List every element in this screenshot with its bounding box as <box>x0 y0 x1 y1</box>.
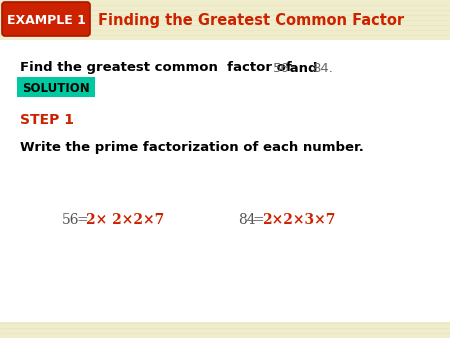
Text: 2×2×3×7: 2×2×3×7 <box>262 213 335 227</box>
Text: =: = <box>76 213 88 227</box>
Text: and: and <box>285 62 318 74</box>
Text: 56: 56 <box>273 62 290 74</box>
Text: 2× 2×2×7: 2× 2×2×7 <box>86 213 164 227</box>
Text: =: = <box>252 213 264 227</box>
Text: STEP 1: STEP 1 <box>20 113 74 127</box>
Text: EXAMPLE 1: EXAMPLE 1 <box>7 14 86 26</box>
Text: Find the greatest common  factor of: Find the greatest common factor of <box>20 62 292 74</box>
Bar <box>0 40 450 322</box>
Bar <box>0 322 450 338</box>
Text: Finding the Greatest Common Factor: Finding the Greatest Common Factor <box>98 13 404 27</box>
Text: SOLUTION: SOLUTION <box>22 81 90 95</box>
Text: Write the prime factorization of each number.: Write the prime factorization of each nu… <box>20 142 364 154</box>
FancyBboxPatch shape <box>17 77 95 97</box>
Text: 84: 84 <box>238 213 256 227</box>
FancyBboxPatch shape <box>2 2 90 36</box>
Bar <box>0 0 450 40</box>
Text: 56: 56 <box>62 213 80 227</box>
Text: 84.: 84. <box>312 62 333 74</box>
